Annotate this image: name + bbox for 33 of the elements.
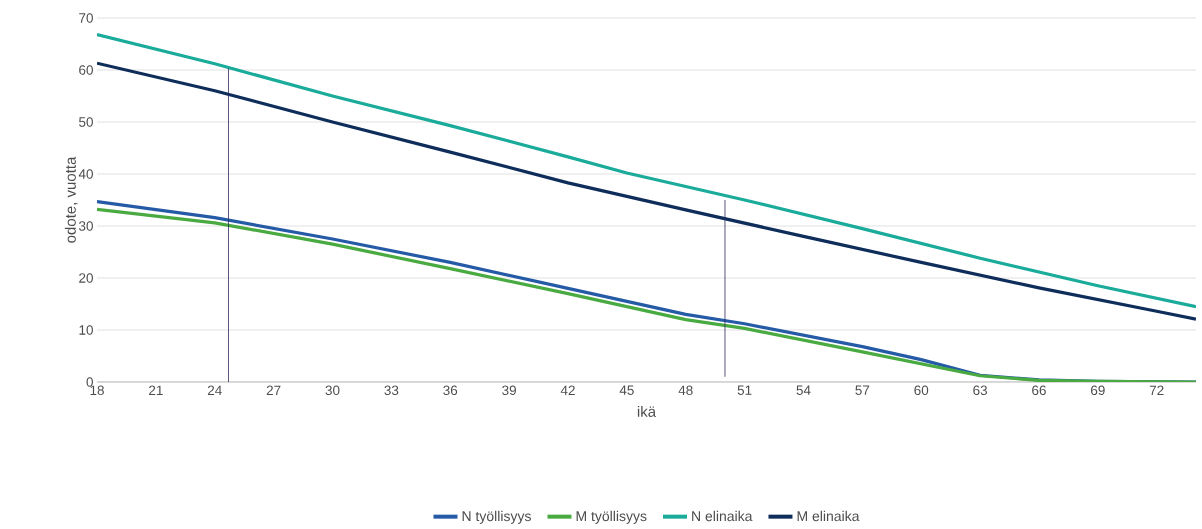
y-tick-label: 50: [79, 117, 93, 127]
x-tick-label: 42: [560, 385, 575, 395]
x-axis-title: ikä: [637, 405, 657, 417]
y-axis-title: odote, vuotta: [64, 156, 78, 243]
x-tick-label: 36: [443, 385, 458, 396]
y-tick-label: 0: [86, 377, 93, 387]
y-tick-label: 10: [79, 325, 93, 335]
x-tick-label: 21: [149, 385, 163, 395]
legend-label: N elinaika: [692, 510, 753, 522]
legend-label: M työllisyys: [576, 510, 647, 524]
x-tick-label: 48: [678, 385, 693, 396]
legend-label: N työllisyys: [462, 510, 531, 524]
y-tick-label: 20: [79, 273, 93, 283]
x-tick-label: 69: [1091, 385, 1105, 396]
x-tick-label: 39: [502, 385, 516, 396]
x-tick-label: 18: [90, 385, 104, 396]
x-tick-label: 51: [737, 385, 752, 395]
x-tick-label: 57: [855, 385, 870, 395]
x-tick-label: 30: [325, 385, 340, 396]
y-tick-label: 70: [79, 13, 93, 23]
y-tick-label: 30: [78, 221, 93, 231]
x-tick-label: 66: [1032, 385, 1046, 396]
x-tick-label: 72: [1149, 385, 1164, 395]
x-tick-label: 27: [266, 385, 281, 395]
y-tick-label: 40: [78, 169, 93, 179]
x-tick-label: 60: [914, 385, 929, 396]
x-tick-label: 33: [384, 385, 399, 396]
legend-label: M elinaika: [797, 510, 860, 522]
x-tick-label: 24: [207, 385, 222, 395]
x-tick-label: 63: [973, 385, 988, 396]
x-tick-label: 54: [796, 385, 811, 395]
x-tick-label: 45: [619, 385, 634, 395]
y-tick-label: 60: [79, 65, 93, 75]
